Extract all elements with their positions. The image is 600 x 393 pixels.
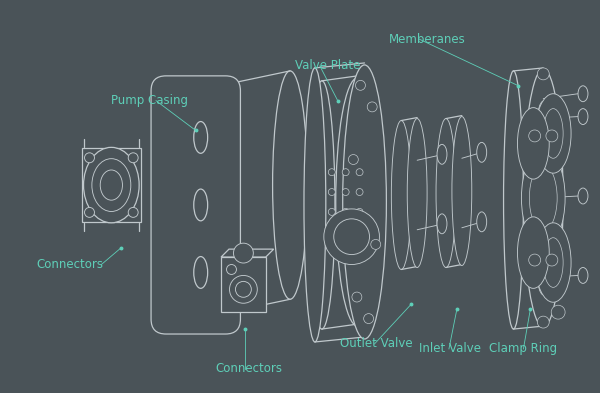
Ellipse shape	[83, 147, 139, 223]
Ellipse shape	[532, 101, 555, 295]
Ellipse shape	[352, 292, 362, 302]
Ellipse shape	[407, 119, 427, 268]
Text: Memberanes: Memberanes	[389, 33, 466, 46]
Ellipse shape	[336, 78, 379, 326]
Ellipse shape	[194, 189, 208, 221]
Ellipse shape	[523, 69, 563, 327]
Ellipse shape	[342, 169, 349, 176]
Ellipse shape	[503, 71, 523, 329]
Ellipse shape	[342, 208, 349, 215]
Ellipse shape	[230, 275, 257, 303]
Ellipse shape	[194, 257, 208, 288]
Ellipse shape	[517, 217, 549, 288]
Text: Connectors: Connectors	[215, 362, 283, 375]
Ellipse shape	[437, 214, 447, 234]
Ellipse shape	[529, 254, 541, 266]
Ellipse shape	[328, 189, 335, 195]
Ellipse shape	[364, 314, 374, 323]
Polygon shape	[221, 249, 274, 257]
Text: Clamp Ring: Clamp Ring	[488, 342, 557, 355]
Ellipse shape	[437, 144, 447, 164]
Ellipse shape	[391, 121, 411, 270]
Ellipse shape	[551, 305, 565, 319]
Ellipse shape	[356, 208, 363, 215]
Ellipse shape	[578, 86, 588, 102]
Ellipse shape	[529, 165, 557, 231]
Ellipse shape	[535, 223, 571, 302]
Ellipse shape	[356, 169, 363, 176]
FancyBboxPatch shape	[151, 76, 241, 334]
Ellipse shape	[227, 264, 236, 274]
Ellipse shape	[356, 189, 363, 195]
Ellipse shape	[334, 219, 370, 255]
Ellipse shape	[546, 254, 558, 266]
Ellipse shape	[272, 71, 308, 299]
Text: Inlet Valve: Inlet Valve	[419, 342, 481, 355]
Ellipse shape	[342, 228, 349, 235]
Ellipse shape	[328, 169, 335, 176]
Ellipse shape	[235, 281, 251, 297]
Ellipse shape	[538, 316, 549, 328]
Ellipse shape	[543, 108, 563, 158]
Ellipse shape	[543, 238, 563, 287]
Ellipse shape	[309, 81, 335, 329]
Ellipse shape	[328, 228, 335, 235]
Text: Valve Plate: Valve Plate	[295, 59, 361, 72]
Text: Outlet Valve: Outlet Valve	[340, 338, 412, 351]
Ellipse shape	[517, 108, 549, 179]
Ellipse shape	[128, 208, 138, 217]
Ellipse shape	[342, 189, 349, 195]
Ellipse shape	[578, 188, 588, 204]
Ellipse shape	[546, 130, 558, 142]
Ellipse shape	[328, 208, 335, 215]
Ellipse shape	[578, 268, 588, 283]
Ellipse shape	[436, 119, 456, 268]
Ellipse shape	[92, 159, 131, 211]
Ellipse shape	[535, 94, 571, 173]
Ellipse shape	[356, 80, 365, 90]
Ellipse shape	[85, 208, 94, 217]
Bar	[221, 257, 266, 312]
Ellipse shape	[343, 65, 386, 339]
Ellipse shape	[452, 117, 472, 266]
Ellipse shape	[324, 209, 379, 264]
Ellipse shape	[100, 170, 122, 200]
Ellipse shape	[349, 154, 358, 165]
Ellipse shape	[356, 228, 363, 235]
Ellipse shape	[194, 121, 208, 153]
Ellipse shape	[371, 239, 381, 250]
Ellipse shape	[477, 212, 487, 232]
Ellipse shape	[477, 142, 487, 162]
Text: Pump Casing: Pump Casing	[112, 94, 188, 107]
Ellipse shape	[85, 153, 94, 163]
Ellipse shape	[128, 153, 138, 163]
Ellipse shape	[578, 108, 588, 125]
Ellipse shape	[529, 130, 541, 142]
Ellipse shape	[521, 148, 565, 248]
Ellipse shape	[367, 102, 377, 112]
Ellipse shape	[233, 243, 253, 263]
Ellipse shape	[304, 68, 326, 342]
Bar	[82, 148, 141, 222]
Text: Connectors: Connectors	[37, 258, 104, 271]
Ellipse shape	[538, 68, 549, 80]
